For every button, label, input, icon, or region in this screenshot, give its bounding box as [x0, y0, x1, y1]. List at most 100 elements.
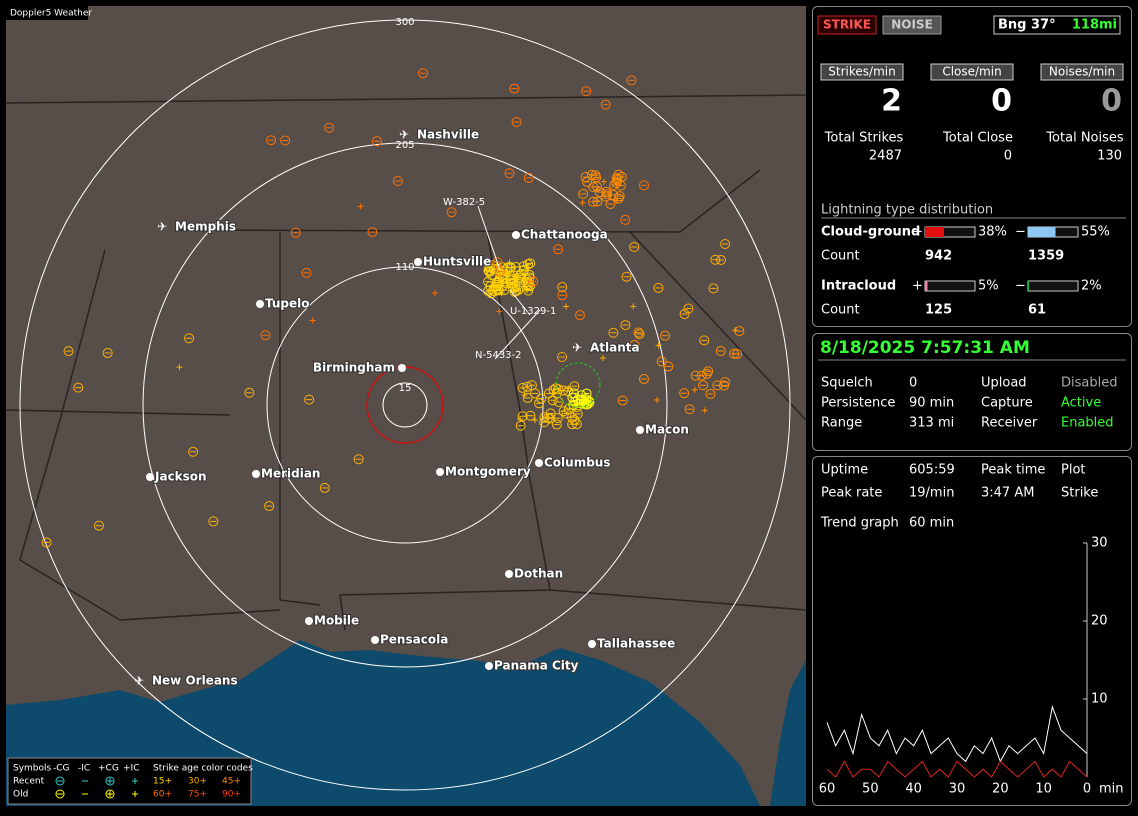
legend-box [7, 757, 252, 805]
city-dot [588, 640, 596, 648]
city-dot [436, 468, 444, 476]
city-label: Tallahassee [597, 637, 675, 651]
strike-symbol [638, 374, 649, 385]
status-value: Active [1061, 396, 1101, 411]
map-title: Doppler5 Weather [10, 9, 92, 19]
strike-symbol [705, 388, 716, 399]
city-dot [305, 617, 313, 625]
strike-symbol [264, 501, 275, 512]
status-label: Capture [981, 396, 1033, 411]
strike-symbol [683, 303, 694, 314]
trend-line [826, 704, 1088, 763]
sign: + [912, 279, 923, 294]
rate-header: Noises/min [1049, 65, 1115, 79]
rate-header-box [820, 63, 904, 81]
percent-track [924, 280, 976, 292]
strike-symbol [656, 356, 667, 367]
strike-symbol [502, 262, 513, 273]
strike-symbol [690, 370, 701, 381]
city-label: Macon [645, 423, 689, 437]
percent-label: 5% [978, 279, 999, 294]
city-label: Dothan [514, 567, 563, 581]
strike-symbol [715, 346, 726, 357]
strike-symbol [417, 68, 428, 79]
strike-symbol [558, 385, 569, 396]
strike-symbol [280, 135, 291, 146]
strike-symbol [592, 181, 603, 192]
strike-leader [509, 289, 531, 316]
percent-bar [925, 227, 944, 237]
x-axis-label: min [1099, 782, 1124, 797]
percent-bar [1028, 227, 1056, 237]
strike-label: N-5433-2 [475, 350, 522, 361]
strike-symbol [73, 382, 84, 393]
strike-symbol [572, 408, 583, 419]
range-ring [382, 382, 428, 428]
strike-symbol [522, 392, 533, 403]
y-tick-label: 10 [1091, 692, 1108, 707]
range-ring [142, 142, 668, 668]
trend-value: 60 min [909, 516, 954, 531]
city-label: Atlanta [590, 341, 640, 355]
legend-age: 45+ [222, 777, 241, 787]
sign: + [912, 225, 923, 240]
strike-symbol [539, 417, 550, 428]
strike-symbol [208, 516, 219, 527]
legend-age: 60+ [153, 790, 172, 800]
city-label: New Orleans [152, 674, 238, 688]
rate-header: Strikes/min [828, 65, 895, 79]
city-dot [512, 231, 520, 239]
x-tick-label: 50 [862, 782, 879, 797]
strike-symbol [578, 188, 589, 199]
strike-symbol [499, 285, 510, 296]
strike-symbol [492, 257, 503, 268]
bearing-box [993, 15, 1121, 35]
strike-symbol [621, 271, 632, 282]
x-tick-label: 20 [992, 782, 1009, 797]
count-value: 1359 [1028, 249, 1064, 264]
strike-symbol [605, 199, 616, 210]
strike-panel: STRIKE NOISE Bng 37° 118mi Lightning typ… [812, 6, 1132, 327]
bearing: Bng 37° [998, 18, 1056, 33]
strike-symbol [698, 380, 709, 391]
noise-button[interactable] [882, 15, 942, 35]
y-tick-label: 30 [1091, 536, 1108, 551]
status-label: Upload [981, 376, 1027, 391]
strike-symbol [523, 172, 534, 183]
legend-age: 75+ [188, 790, 207, 800]
legend-age: 15+ [153, 777, 172, 787]
legend-row: Recent [13, 777, 45, 787]
rate-value: 0 [1101, 84, 1122, 119]
strike-symbol [557, 352, 568, 363]
city-dot [146, 473, 154, 481]
strike-symbol [699, 335, 710, 346]
trend-info: 19/min [909, 486, 954, 501]
count-label: Count [821, 249, 860, 264]
strike-symbol [319, 482, 330, 493]
strike-symbol [569, 381, 580, 392]
strike-symbol [558, 406, 569, 417]
strike-symbol [663, 361, 674, 372]
x-tick-label: 10 [1035, 782, 1052, 797]
strike-symbol [41, 537, 52, 548]
strike-symbol [566, 412, 577, 423]
airport-icon: ✈ [157, 220, 167, 234]
atlantic-water [770, 660, 806, 806]
status-value: 313 mi [909, 416, 954, 431]
strike-symbol [501, 278, 512, 289]
trend-label: Trend graph [820, 516, 899, 531]
status-value: 0 [909, 376, 917, 391]
strike-symbol [324, 122, 335, 133]
strike-symbol [567, 392, 578, 403]
strike-symbol [504, 168, 515, 179]
rate-header: Close/min [942, 65, 1001, 79]
strike-symbol [534, 398, 545, 409]
ring-label: 205 [395, 140, 414, 151]
percent-label: 55% [1081, 225, 1110, 240]
city-dot [371, 636, 379, 644]
city-label: Nashville [417, 128, 479, 142]
city-label: Montgomery [445, 465, 531, 479]
strike-button[interactable] [817, 15, 877, 35]
count-value: 125 [925, 303, 952, 318]
strike-symbol [602, 189, 613, 200]
